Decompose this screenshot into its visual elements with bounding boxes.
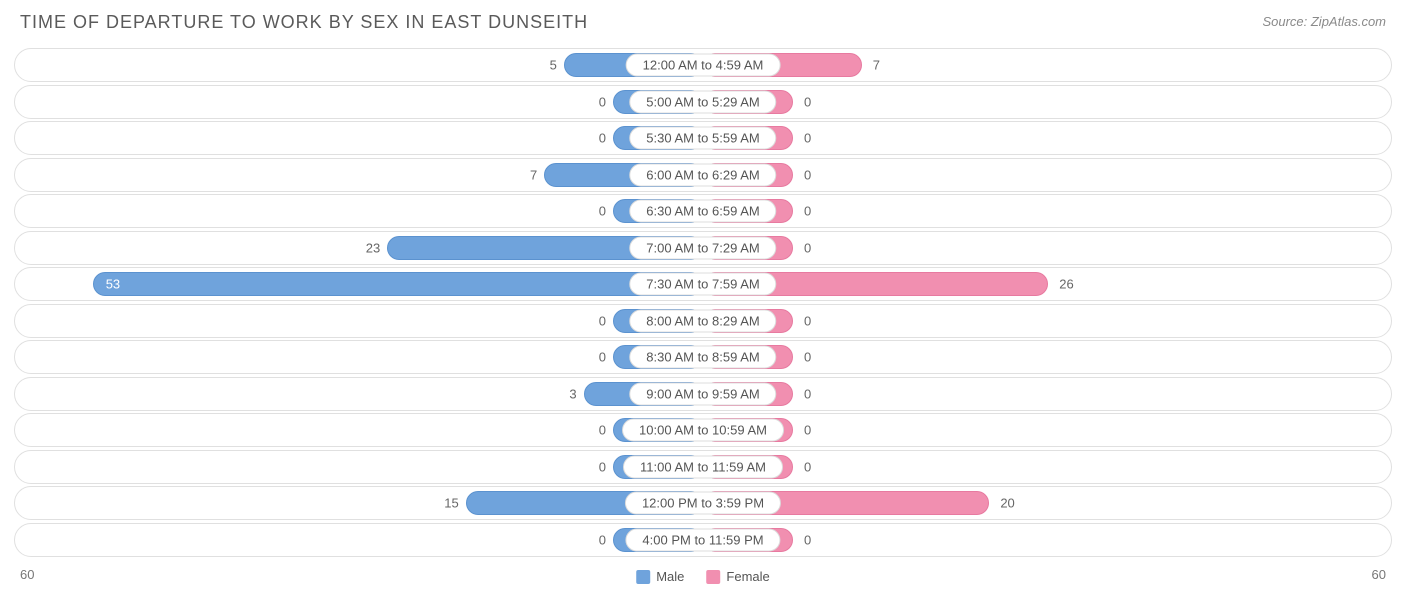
axis-max-right: 60	[1372, 567, 1386, 582]
male-value: 0	[599, 532, 606, 547]
male-value: 15	[444, 496, 458, 511]
row-time-label: 7:00 AM to 7:29 AM	[629, 236, 776, 259]
chart-row: 10:00 AM to 10:59 AM 0 0	[14, 413, 1392, 447]
legend-item-male: Male	[636, 569, 684, 584]
chart-row: 9:00 AM to 9:59 AM 3 0	[14, 377, 1392, 411]
male-value: 7	[530, 167, 537, 182]
legend-label-male: Male	[656, 569, 684, 584]
female-value: 0	[804, 240, 811, 255]
row-time-label: 5:00 AM to 5:29 AM	[629, 90, 776, 113]
row-time-label: 9:00 AM to 9:59 AM	[629, 382, 776, 405]
female-value: 0	[804, 532, 811, 547]
male-value: 53	[106, 277, 120, 292]
axis-max-left: 60	[20, 567, 34, 582]
male-value: 0	[599, 423, 606, 438]
chart-row: 8:00 AM to 8:29 AM 0 0	[14, 304, 1392, 338]
row-time-label: 8:00 AM to 8:29 AM	[629, 309, 776, 332]
male-value: 0	[599, 350, 606, 365]
female-value: 26	[1059, 277, 1073, 292]
row-time-label: 11:00 AM to 11:59 AM	[623, 455, 783, 478]
male-swatch	[636, 570, 650, 584]
male-value: 0	[599, 131, 606, 146]
male-value: 5	[550, 58, 557, 73]
chart-row: 11:00 AM to 11:59 AM 0 0	[14, 450, 1392, 484]
chart-row: 12:00 AM to 4:59 AM 5 7	[14, 48, 1392, 82]
female-value: 0	[804, 204, 811, 219]
row-time-label: 7:30 AM to 7:59 AM	[629, 273, 776, 296]
female-value: 0	[804, 350, 811, 365]
row-time-label: 8:30 AM to 8:59 AM	[629, 346, 776, 369]
source-attribution: Source: ZipAtlas.com	[1262, 14, 1386, 29]
female-value: 0	[804, 167, 811, 182]
chart-row: 8:30 AM to 8:59 AM 0 0	[14, 340, 1392, 374]
chart-row: 4:00 PM to 11:59 PM 0 0	[14, 523, 1392, 557]
female-value: 0	[804, 459, 811, 474]
row-time-label: 5:30 AM to 5:59 AM	[629, 127, 776, 150]
female-value: 0	[804, 423, 811, 438]
male-value: 0	[599, 204, 606, 219]
female-value: 20	[1000, 496, 1014, 511]
chart-row: 7:30 AM to 7:59 AM 53 26	[14, 267, 1392, 301]
row-time-label: 12:00 AM to 4:59 AM	[626, 54, 781, 77]
row-time-label: 6:30 AM to 6:59 AM	[629, 200, 776, 223]
female-value: 0	[804, 94, 811, 109]
female-value: 0	[804, 386, 811, 401]
male-bar	[93, 272, 703, 296]
chart-row: 6:00 AM to 6:29 AM 7 0	[14, 158, 1392, 192]
female-value: 7	[873, 58, 880, 73]
chart-row: 12:00 PM to 3:59 PM 15 20	[14, 486, 1392, 520]
legend: Male Female	[636, 569, 770, 584]
chart-row: 5:00 AM to 5:29 AM 0 0	[14, 85, 1392, 119]
male-value: 23	[366, 240, 380, 255]
row-time-label: 12:00 PM to 3:59 PM	[625, 492, 781, 515]
legend-label-female: Female	[726, 569, 769, 584]
row-time-label: 10:00 AM to 10:59 AM	[622, 419, 784, 442]
butterfly-chart: 12:00 AM to 4:59 AM 5 7 5:00 AM to 5:29 AM 0…	[14, 48, 1392, 558]
chart-title: TIME OF DEPARTURE TO WORK BY SEX IN EAST…	[20, 12, 588, 33]
chart-row: 6:30 AM to 6:59 AM 0 0	[14, 194, 1392, 228]
female-value: 0	[804, 131, 811, 146]
male-value: 0	[599, 313, 606, 328]
row-time-label: 6:00 AM to 6:29 AM	[629, 163, 776, 186]
row-time-label: 4:00 PM to 11:59 PM	[625, 528, 780, 551]
chart-row: 7:00 AM to 7:29 AM 23 0	[14, 231, 1392, 265]
female-value: 0	[804, 313, 811, 328]
chart-row: 5:30 AM to 5:59 AM 0 0	[14, 121, 1392, 155]
male-value: 0	[599, 459, 606, 474]
male-value: 0	[599, 94, 606, 109]
female-swatch	[706, 570, 720, 584]
male-value: 3	[569, 386, 576, 401]
legend-item-female: Female	[706, 569, 769, 584]
